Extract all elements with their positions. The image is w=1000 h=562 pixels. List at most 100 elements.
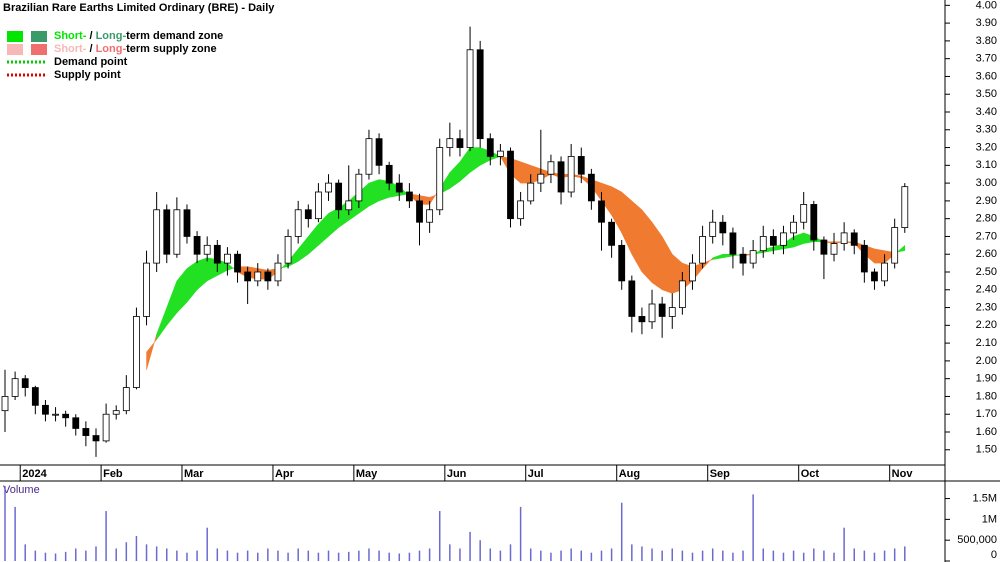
candle-body [759,236,767,252]
candle-body [587,173,595,202]
candle-body [689,262,696,282]
candle-body [739,253,747,264]
candle-body [790,221,797,234]
candle-body [335,182,343,211]
candle-body [557,161,565,193]
zone [308,223,319,255]
candle-body [699,236,706,264]
candle-body [598,200,605,223]
candle-body [547,161,555,175]
candle-body [466,49,474,148]
y-tick-label: 2.20 [976,319,997,331]
y-tick-label: 3.20 [976,141,997,153]
zone [156,307,168,341]
legend-label-part: Long- [96,30,127,42]
candle-body [72,417,80,429]
candle-body [871,271,878,282]
legend-label-part: Short- [54,30,87,42]
candle-body [315,191,322,220]
candle-body [780,232,787,246]
legend-swatch [31,44,47,55]
zone [297,235,309,262]
candle-body [284,236,292,264]
chart-title: Brazilian Rare Earths Limited Ordinary (… [3,2,275,14]
legend-label-part: term demand zone [126,30,223,42]
y-tick-label: 3.60 [976,70,997,82]
zone [449,161,461,189]
zone [651,221,663,291]
candle-body [537,173,545,184]
candle-body [567,156,575,193]
y-tick-label: 0 [991,549,997,561]
candle-body [648,303,656,323]
candle-body [820,239,828,255]
legend-swatch [31,31,47,42]
candle-body [92,435,100,442]
candle-body [173,209,181,255]
candle-body [860,244,868,273]
candle-body [456,138,464,148]
legend-label-part: Long- [96,43,127,55]
x-tick-label: Mar [184,468,204,480]
y-tick-label: 500,000 [957,534,997,546]
candle-body [213,244,221,264]
candle-body [365,138,373,175]
zone [712,253,724,260]
zone [631,200,643,273]
candle-body [143,262,150,317]
y-tick-label: 1.90 [976,373,997,385]
legend-label-part: Short- [54,43,87,55]
candle-body [608,221,615,246]
y-tick-label: 3.90 [976,17,997,29]
candle-body [668,307,676,317]
x-tick-label: Jun [447,468,467,480]
candle-body [901,186,909,228]
candle-body [891,227,899,264]
candle-body [163,209,171,255]
candle-body [416,200,423,223]
candle-body [153,209,161,264]
candle-body [881,262,888,282]
candle-body [11,378,19,397]
zone [520,161,531,184]
y-tick-label: 3.70 [976,53,997,65]
candle-body [749,250,757,264]
zone [166,280,178,327]
candle-body [82,428,90,436]
y-tick-label: 1.50 [976,444,997,456]
y-tick-label: 2.10 [976,337,997,349]
candle-body [112,410,120,415]
candle-body [234,253,241,273]
zone [196,257,208,291]
x-tick-label: Nov [892,468,914,480]
x-tick-label: 2024 [22,468,47,480]
y-tick-label: 2.40 [976,284,997,296]
y-tick-label: 2.00 [976,355,997,367]
candle-body [830,243,838,255]
x-tick-label: Jul [528,468,544,480]
y-tick-label: 1.60 [976,426,997,438]
legend-label: Short- / Long-term supply zone [54,43,217,55]
candle-body [244,271,252,282]
legend-label-part: / [86,43,95,55]
candle-body [62,413,70,419]
y-tick-label: 1.5M [973,492,997,504]
candle-body [304,209,312,220]
y-tick-label: 3.80 [976,35,997,47]
candle-body [769,236,777,246]
candle-body [21,378,29,388]
y-tick-label: 3.30 [976,124,997,136]
x-tick-label: Oct [801,468,820,480]
legend-label-part: term supply zone [126,43,216,55]
candle-body [122,387,130,412]
candle-body [395,182,403,193]
candle-body [274,262,282,282]
y-tick-label: 1M [982,513,997,525]
candle-body [203,244,211,255]
candle-body [1,396,9,412]
zone [661,235,673,294]
y-tick-label: 4.00 [976,0,997,11]
zone [793,232,804,248]
legend-label: Demand point [54,56,128,68]
candle-body [446,138,454,148]
